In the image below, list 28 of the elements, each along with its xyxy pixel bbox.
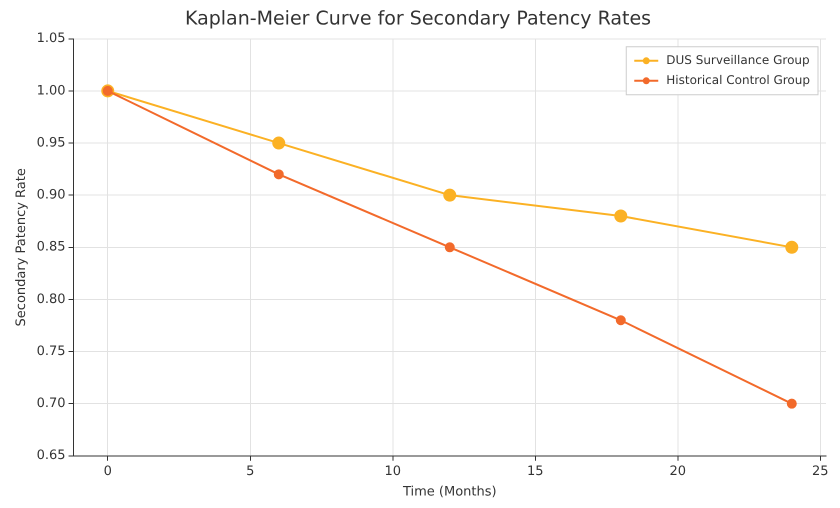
y-tick-label: 1.05: [36, 31, 66, 46]
point: [274, 169, 284, 180]
point: [616, 315, 626, 326]
point: [443, 188, 456, 202]
point: [614, 210, 628, 223]
point: [785, 240, 798, 254]
y-tick-label: 0.65: [36, 448, 66, 464]
y-tick-label: 0.90: [36, 188, 66, 203]
point: [786, 398, 797, 409]
legend-label: Historical Control Group: [666, 72, 810, 87]
legend-label: DUS Surveillance Group: [666, 52, 810, 67]
x-tick-label: 5: [246, 464, 254, 479]
y-tick-label: 0.75: [36, 344, 66, 359]
x-tick-label: 15: [527, 464, 544, 479]
x-tick-label: 20: [670, 464, 686, 479]
chart-title: Kaplan-Meier Curve for Secondary Patency Rates: [184, 7, 652, 30]
y-tick-label: 0.70: [36, 396, 66, 412]
y-axis-title: Secondary Patency Rate: [14, 168, 30, 326]
point: [272, 136, 286, 150]
y-tick-label: 0.85: [36, 240, 66, 255]
x-tick-label: 0: [104, 464, 112, 479]
x-tick-label: 25: [812, 464, 829, 479]
y-tick-label: 0.95: [36, 135, 66, 150]
y-tick-label: 1.00: [36, 83, 66, 98]
y-tick-label: 0.80: [36, 292, 66, 307]
x-tick-label: 10: [384, 464, 402, 479]
point: [444, 242, 455, 252]
x-axis-title: Time (Months): [402, 484, 497, 500]
